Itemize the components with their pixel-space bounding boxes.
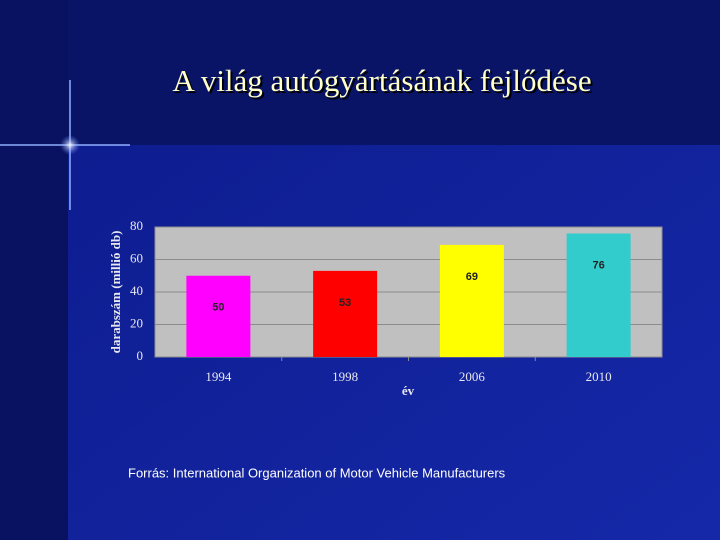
value-label: 69: [466, 271, 478, 283]
y-tick-label: 0: [137, 348, 144, 363]
value-label: 50: [212, 302, 224, 314]
bar: [566, 233, 631, 357]
left-band: [0, 0, 68, 540]
y-axis-title: darabszám (millió db): [108, 231, 123, 354]
y-tick-label: 80: [130, 218, 143, 233]
y-tick-label: 60: [130, 250, 143, 265]
bar: [186, 275, 251, 357]
title-shadow: A világ autógyártásának fejlődése: [174, 65, 593, 100]
chart-title: A világ autógyártásának fejlődése: [172, 63, 591, 98]
x-tick-label: 2010: [586, 369, 612, 384]
x-tick-label: 1998: [332, 369, 358, 384]
sparkle: [60, 135, 80, 155]
x-tick-label: 1994: [205, 369, 232, 384]
bar: [439, 244, 504, 357]
bar: [313, 270, 378, 357]
x-tick-label: 2006: [459, 369, 486, 384]
value-label: 53: [339, 297, 351, 309]
y-tick-label: 40: [130, 283, 143, 298]
value-label: 76: [593, 259, 605, 271]
top-band: [0, 0, 720, 145]
source-note: Forrás: International Organization of Mo…: [128, 465, 506, 480]
y-tick-label: 20: [130, 315, 143, 330]
x-axis-title: év: [402, 383, 415, 398]
